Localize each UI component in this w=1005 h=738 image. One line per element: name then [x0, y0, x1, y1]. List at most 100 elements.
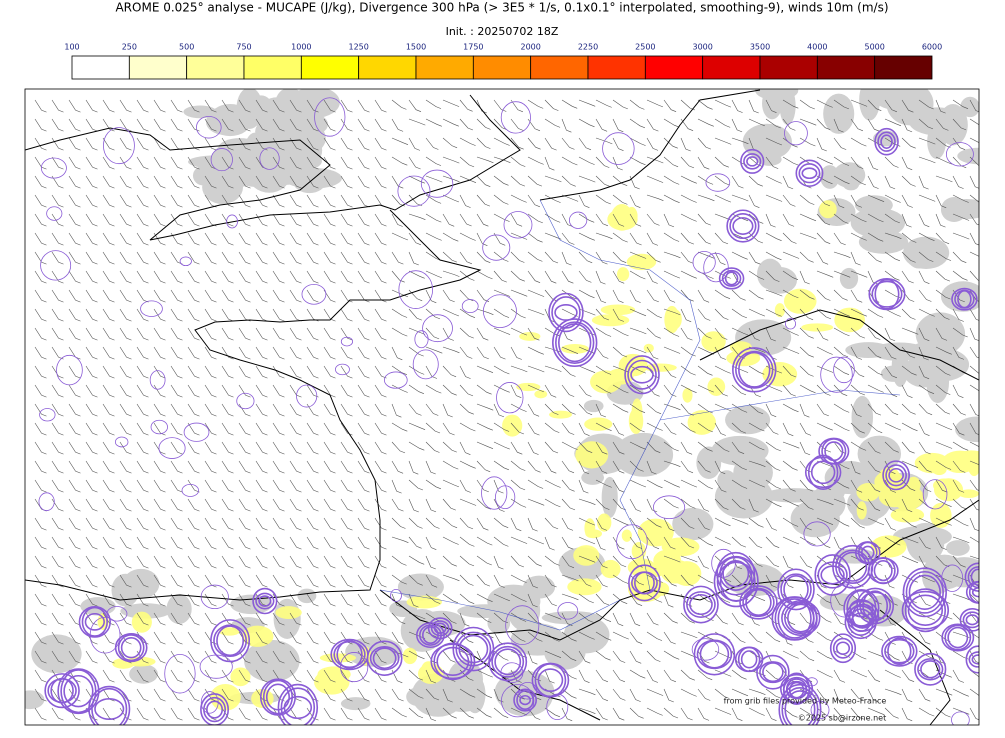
- wind-barb: [697, 175, 714, 185]
- wind-barb: [408, 707, 424, 719]
- wind-barb: [884, 99, 898, 113]
- coastlines: [25, 89, 979, 725]
- wind-barb: [476, 213, 489, 227]
- wind-barb: [578, 327, 596, 336]
- wind-barb: [867, 498, 881, 511]
- contour: [630, 365, 654, 384]
- contour: [703, 252, 729, 283]
- wind-barb: [357, 669, 370, 683]
- wind-barb: [918, 536, 931, 550]
- wind-barb: [595, 536, 606, 551]
- wind-barb: [850, 232, 867, 241]
- cape-area: [417, 663, 444, 684]
- wind-barb: [561, 498, 576, 511]
- wind-barb: [119, 194, 132, 208]
- wind-barb: [323, 460, 336, 474]
- wind-barb: [731, 612, 744, 626]
- wind-barb: [272, 498, 285, 512]
- wind-barb: [272, 441, 285, 455]
- colorbar-label: 5000: [864, 43, 884, 52]
- contour: [390, 588, 402, 602]
- wind-barb: [374, 251, 387, 265]
- contour: [716, 561, 756, 602]
- wind-barb: [289, 574, 302, 588]
- wind-barb: [493, 289, 511, 297]
- wind-barb: [748, 479, 766, 488]
- wind-barb: [867, 194, 885, 202]
- wind-barb: [663, 593, 674, 608]
- wind-barb: [476, 574, 491, 587]
- wind-barb: [255, 441, 268, 455]
- wind-barb: [255, 194, 268, 208]
- wind-barb: [340, 289, 353, 303]
- wind-barb: [68, 308, 81, 322]
- wind-barb: [34, 308, 47, 322]
- wind-barb: [935, 289, 951, 300]
- wind-barb: [425, 422, 441, 434]
- wind-barb: [221, 251, 234, 265]
- contour: [557, 602, 579, 620]
- wind-barb: [374, 156, 387, 170]
- contour: [726, 209, 760, 243]
- wind-barb: [204, 517, 217, 531]
- cape-area: [701, 331, 726, 352]
- wind-barb: [85, 232, 98, 246]
- wind-barb: [102, 308, 115, 322]
- contour: [496, 382, 524, 414]
- wind-barb: [119, 308, 132, 322]
- wind-barb: [408, 251, 419, 266]
- wind-barb: [799, 460, 813, 473]
- wind-barb: [493, 99, 507, 112]
- wind-barb: [612, 555, 627, 568]
- cloud-area: [903, 355, 945, 388]
- wind-barb: [85, 498, 98, 512]
- wind-barb: [663, 365, 677, 378]
- wind-barb: [357, 479, 370, 493]
- wind-barb: [204, 460, 217, 474]
- wind-barb: [204, 498, 217, 512]
- wind-barb: [374, 498, 387, 512]
- contour: [226, 214, 238, 229]
- wind-barb: [408, 175, 425, 184]
- contour: [40, 250, 72, 281]
- wind-barb: [68, 460, 81, 474]
- contour: [39, 408, 56, 422]
- cloud-area: [192, 165, 214, 186]
- wind-barb: [850, 270, 868, 278]
- wind-barb: [153, 289, 166, 303]
- wind-barb: [459, 517, 474, 530]
- wind-barb: [748, 707, 765, 716]
- wind-barb: [731, 403, 748, 413]
- wind-barb: [901, 232, 917, 243]
- wind-barb: [391, 517, 406, 529]
- wind-barb: [34, 251, 47, 265]
- wind-barb: [816, 460, 834, 468]
- wind-barb: [544, 156, 555, 171]
- wind-barb: [306, 707, 319, 721]
- wind-barb: [476, 536, 493, 546]
- contour: [555, 321, 595, 364]
- contour: [784, 601, 818, 635]
- wind-barb: [476, 270, 493, 280]
- wind-barb: [833, 118, 844, 133]
- cape-area: [567, 578, 602, 596]
- wind-barb: [935, 479, 948, 493]
- wind-barb: [527, 441, 539, 455]
- wind-barb: [68, 194, 81, 208]
- wind-barb: [646, 650, 661, 662]
- wind-barb: [663, 403, 681, 411]
- wind-barb: [816, 650, 833, 660]
- wind-barb: [493, 422, 510, 432]
- contour: [433, 642, 473, 681]
- contour: [259, 147, 280, 170]
- wind-barb: [323, 403, 336, 417]
- wind-barb: [561, 213, 573, 227]
- wind-barb: [357, 99, 370, 113]
- colorbar: 100 250 500 750 1000 1250 1500 1750 2000 2250 2500…: [64, 43, 942, 80]
- cape-area: [783, 288, 817, 314]
- wind-barb: [221, 688, 234, 702]
- wind-barb: [595, 631, 612, 641]
- wind-barb: [459, 137, 476, 146]
- wind-barb: [646, 156, 664, 164]
- wind-barb: [935, 156, 953, 165]
